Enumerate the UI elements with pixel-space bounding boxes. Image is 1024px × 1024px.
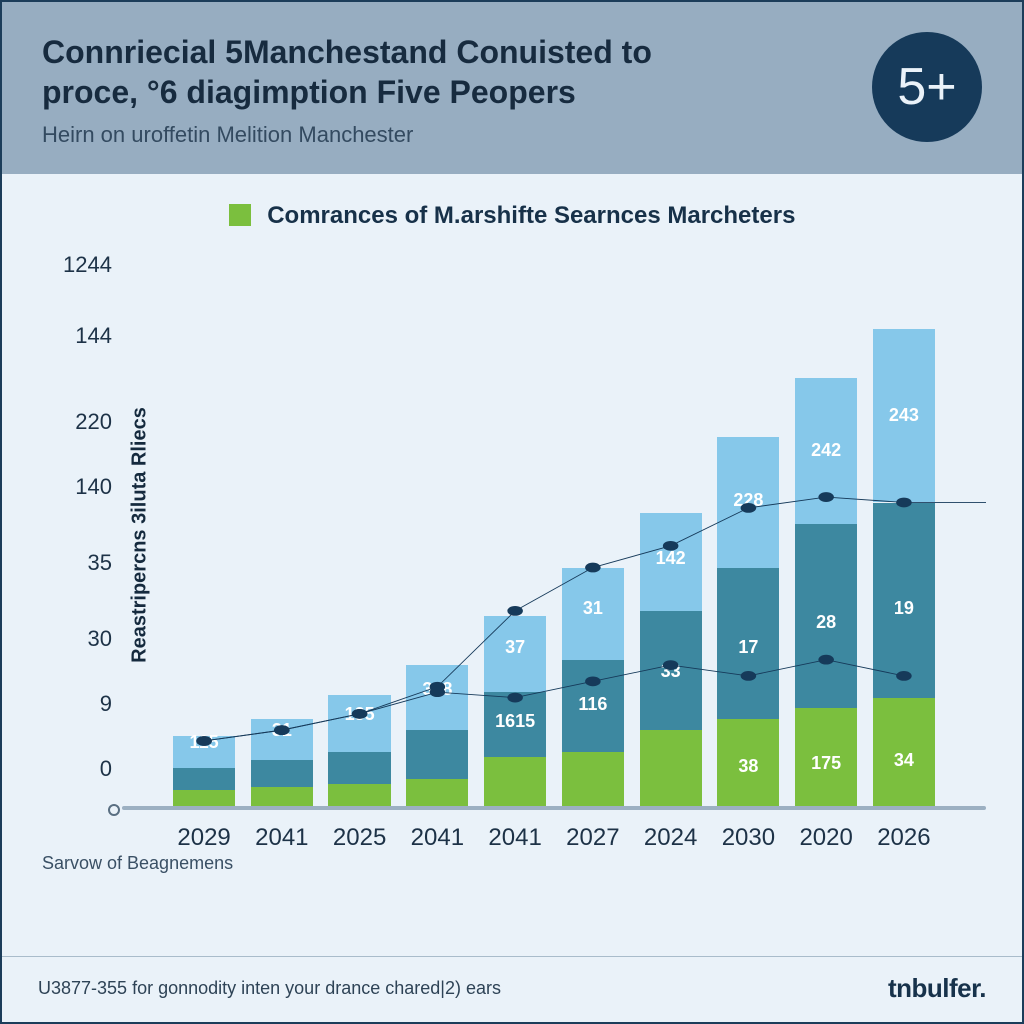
trend-line <box>204 497 986 741</box>
y-tick: 144 <box>42 323 112 349</box>
y-tick: 1244 <box>42 252 112 278</box>
line-marker <box>818 492 834 502</box>
line-marker <box>818 655 834 665</box>
line-marker <box>352 709 368 719</box>
line-marker <box>896 498 912 508</box>
x-tick: 2030 <box>722 824 775 852</box>
brand-logo: tnbulfer. <box>888 973 986 1004</box>
y-tick: 0 <box>42 756 112 782</box>
line-marker <box>663 660 679 670</box>
line-marker <box>430 687 446 697</box>
line-marker <box>507 606 523 616</box>
y-tick: 9 <box>42 691 112 717</box>
legend-swatch <box>229 204 251 226</box>
stat-badge: 5+ <box>872 32 982 142</box>
footer-note: U3877-355 for gonnodity inten your dranc… <box>38 978 501 999</box>
y-tick: 140 <box>42 474 112 500</box>
title-line-1: Connriecial 5Manchestand Conuisted to <box>42 34 652 70</box>
header: Connriecial 5Manchestand Conuisted to pr… <box>2 2 1022 174</box>
line-marker <box>663 541 679 551</box>
chart-card: Connriecial 5Manchestand Conuisted to pr… <box>0 0 1024 1024</box>
line-marker <box>585 676 601 686</box>
chart-area: Comrances of M.arshifte Searnces Marchet… <box>2 174 1022 956</box>
footer: U3877-355 for gonnodity inten your dranc… <box>2 956 1022 1022</box>
x-tick: 2025 <box>333 824 386 852</box>
line-marker <box>896 671 912 681</box>
y-tick: 30 <box>42 626 112 652</box>
source-note: Sarvow of Beagnemens <box>42 853 233 874</box>
x-tick: 2029 <box>177 824 230 852</box>
line-marker <box>741 503 757 513</box>
x-axis-rail <box>122 806 986 810</box>
x-axis-origin-icon <box>108 804 120 816</box>
line-marker <box>196 736 212 746</box>
y-tick: 35 <box>42 550 112 576</box>
x-tick: 2041 <box>255 824 308 852</box>
x-tick: 2041 <box>488 824 541 852</box>
legend: Comrances of M.arshifte Searnces Marchet… <box>32 202 992 230</box>
legend-label: Comrances of M.arshifte Searnces Marchet… <box>267 202 795 229</box>
chart-title: Connriecial 5Manchestand Conuisted to pr… <box>42 32 822 112</box>
line-marker <box>585 563 601 573</box>
trend-line <box>204 660 904 741</box>
line-marker <box>507 693 523 703</box>
x-tick: 2027 <box>566 824 619 852</box>
x-tick: 2026 <box>877 824 930 852</box>
y-tick: 220 <box>42 409 112 435</box>
line-marker <box>274 725 290 735</box>
plot-region: Reastripercns 3iluta Rliecs 115311353181… <box>122 264 986 806</box>
x-tick: 2020 <box>799 824 852 852</box>
lines-layer <box>122 264 986 806</box>
x-tick: 2024 <box>644 824 697 852</box>
line-marker <box>741 671 757 681</box>
title-line-2: proce, °6 diagimption Five Peopers <box>42 74 576 110</box>
x-tick: 2041 <box>411 824 464 852</box>
chart-subtitle: Heirn on uroffetin Melition Manchester <box>42 122 982 148</box>
